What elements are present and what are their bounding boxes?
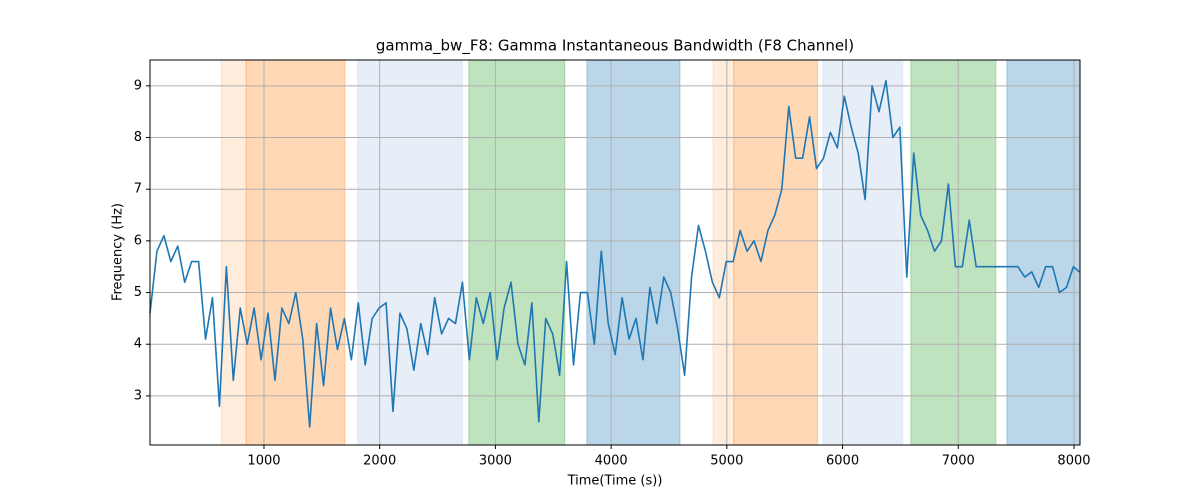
shaded-span	[586, 59, 681, 446]
x-tick-label: 2000	[363, 454, 396, 469]
shaded-span	[220, 59, 247, 446]
shaded-span	[1006, 59, 1081, 446]
data-line	[149, 79, 1080, 428]
shaded-span	[822, 59, 904, 446]
x-axis-label: Time(Time (s))	[567, 474, 663, 489]
y-tick-label: 3	[134, 388, 142, 403]
y-tick-label: 9	[134, 78, 142, 93]
y-tick-label: 6	[134, 233, 142, 248]
y-tick-label: 8	[134, 130, 142, 145]
span-layer	[220, 59, 1081, 446]
y-tick-label: 7	[134, 182, 142, 197]
x-tick-label: 6000	[826, 454, 859, 469]
x-tick-label: 7000	[942, 454, 975, 469]
x-tick-label: 3000	[479, 454, 512, 469]
shaded-span	[910, 59, 997, 446]
shaded-span	[245, 59, 346, 446]
shaded-span	[733, 59, 819, 446]
x-tick-label: 1000	[247, 454, 280, 469]
shaded-span	[712, 59, 735, 446]
x-tick-label: 4000	[595, 454, 628, 469]
plot-frame	[149, 59, 1081, 446]
y-axis-label: Frequency (Hz)	[111, 203, 126, 301]
shaded-span	[468, 59, 566, 446]
plot-layer	[149, 79, 1080, 428]
grid-layer	[150, 60, 1080, 445]
shaded-span	[357, 59, 463, 446]
x-tick-label: 5000	[710, 454, 743, 469]
chart-title: gamma_bw_F8: Gamma Instantaneous Bandwid…	[376, 37, 854, 56]
y-tick-label: 4	[134, 337, 142, 352]
x-tick-label: 8000	[1057, 454, 1090, 469]
y-tick-label: 5	[134, 285, 142, 300]
